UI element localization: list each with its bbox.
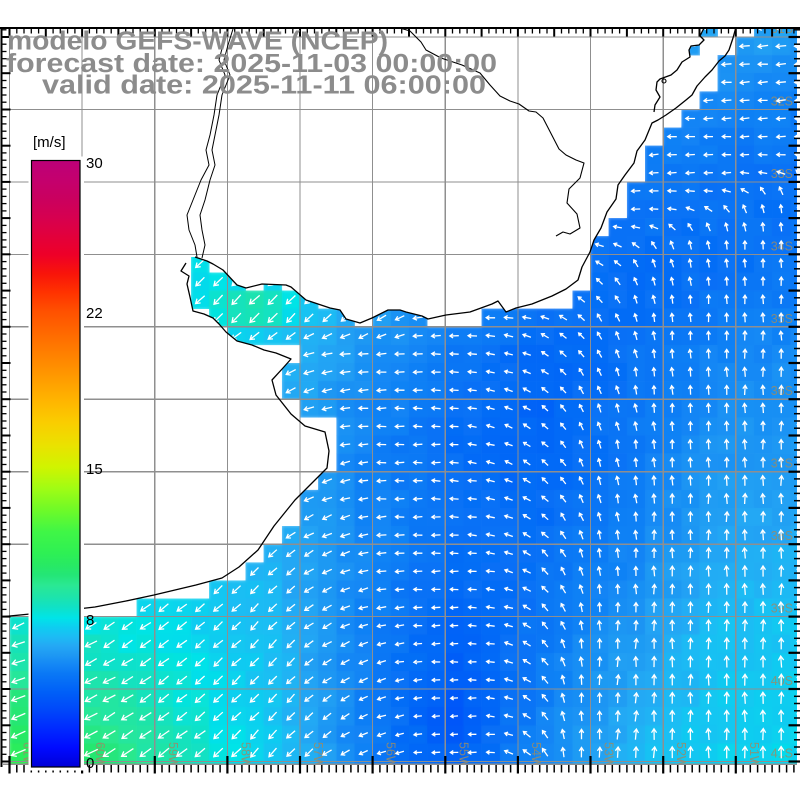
svg-text:0: 0 xyxy=(86,755,94,772)
svg-text:15: 15 xyxy=(86,461,103,478)
svg-text:33S: 33S xyxy=(771,167,793,181)
svg-text:30: 30 xyxy=(86,155,103,172)
svg-text:22: 22 xyxy=(86,305,103,322)
svg-text:valid date: 2025-11-11 06:00:0: valid date: 2025-11-11 06:00:00 xyxy=(42,72,486,100)
svg-text:32S: 32S xyxy=(771,95,793,109)
svg-text:8: 8 xyxy=(86,612,94,629)
svg-text:[m/s]: [m/s] xyxy=(33,134,66,151)
